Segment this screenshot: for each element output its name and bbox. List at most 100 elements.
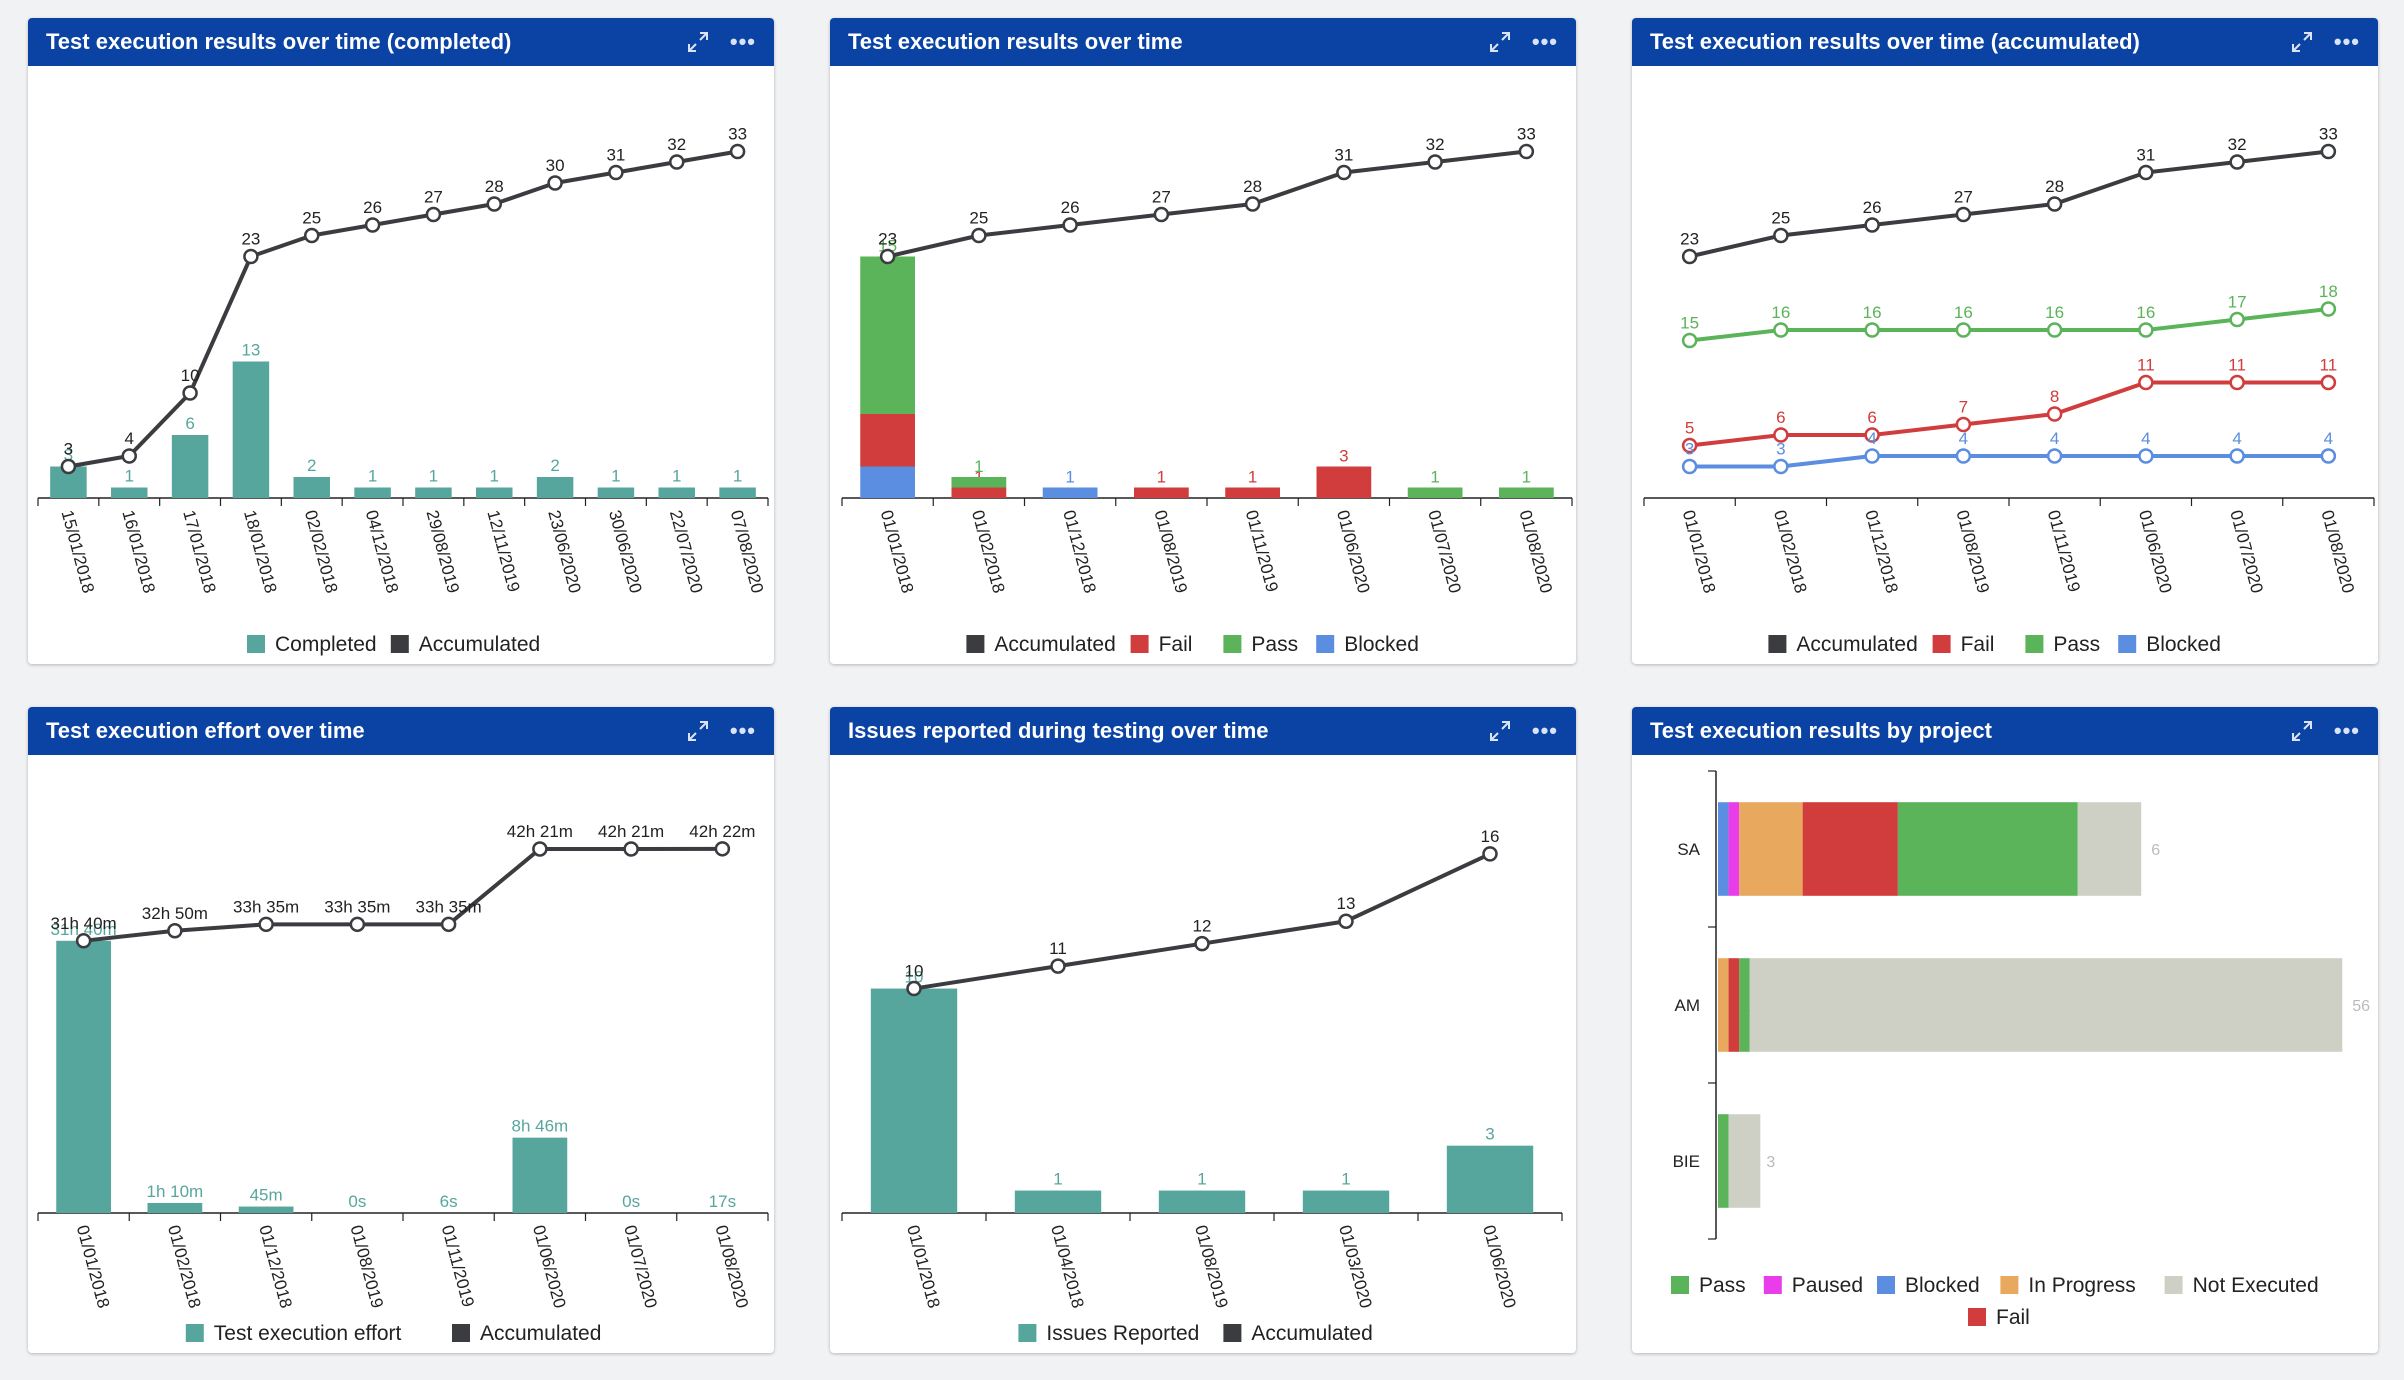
legend-entry: Accumulated bbox=[419, 633, 540, 656]
x-tick-label: 01/01/2018 bbox=[73, 1223, 113, 1310]
accumulated-label: 27 bbox=[1954, 188, 1973, 207]
legend-entry: In Progress bbox=[2028, 1274, 2135, 1297]
x-tick-label: 01/12/2018 bbox=[255, 1223, 295, 1310]
more-menu-icon[interactable]: ••• bbox=[2333, 29, 2360, 54]
x-tick-label: 01/06/2020 bbox=[1333, 508, 1373, 595]
legend-swatch bbox=[1932, 635, 1951, 653]
bar bbox=[870, 988, 958, 1213]
blocked-bar bbox=[1042, 487, 1098, 498]
fail-label: 3 bbox=[1339, 447, 1348, 466]
more-menu-icon[interactable]: ••• bbox=[2333, 718, 2360, 743]
paused-segment bbox=[1728, 802, 1740, 896]
legend-swatch bbox=[1223, 635, 1242, 653]
panel-title: Test execution results over time (comple… bbox=[46, 29, 512, 54]
segment-label: 3 bbox=[1766, 1154, 1775, 1171]
accumulated-label: 33h 35m bbox=[324, 897, 390, 916]
pass-label: 1 bbox=[1430, 468, 1439, 487]
legend-entry: Accumulated bbox=[1251, 1322, 1372, 1345]
fail-label: 11 bbox=[2137, 356, 2155, 375]
expand-icon[interactable] bbox=[686, 719, 710, 743]
x-tick-label: 01/11/2019 bbox=[1242, 508, 1282, 594]
accumulated-point bbox=[729, 143, 746, 160]
legend-swatch bbox=[1763, 1276, 1782, 1294]
expand-icon[interactable] bbox=[1488, 30, 1512, 54]
fail-label: 6 bbox=[1776, 408, 1785, 427]
bar-label: 3 bbox=[1485, 1125, 1494, 1144]
pass-segment bbox=[1897, 802, 2078, 896]
legend-swatch bbox=[1223, 1324, 1242, 1342]
accumulated-point bbox=[879, 248, 896, 265]
expand-icon[interactable] bbox=[1488, 719, 1512, 743]
x-tick-label: 01/11/2019 bbox=[2044, 508, 2084, 594]
accumulated-point bbox=[2046, 196, 2063, 212]
pass-point bbox=[2138, 322, 2154, 338]
accumulated-label: 32h 50m bbox=[142, 904, 208, 923]
bar bbox=[1302, 1190, 1390, 1213]
accumulated-label: 3 bbox=[64, 440, 73, 459]
bar bbox=[1014, 1190, 1102, 1213]
bar bbox=[354, 487, 391, 498]
expand-icon[interactable] bbox=[686, 30, 710, 54]
pass-line bbox=[1689, 307, 2329, 343]
accumulated-label: 23 bbox=[878, 230, 897, 249]
bar-label: 13 bbox=[241, 341, 260, 360]
bar bbox=[1158, 1190, 1246, 1213]
blocked-label: 3 bbox=[1776, 440, 1785, 459]
panel-title: Test execution results over time bbox=[848, 29, 1183, 54]
expand-icon[interactable] bbox=[2290, 719, 2314, 743]
accumulated-label: 32 bbox=[667, 135, 686, 154]
accumulated-label: 31 bbox=[1334, 146, 1353, 165]
x-tick-label: 01/08/2019 bbox=[1151, 508, 1191, 595]
blocked-label: 4 bbox=[2050, 429, 2059, 448]
legend-entry: Paused bbox=[1792, 1274, 1863, 1297]
bar bbox=[1446, 1145, 1534, 1213]
legend-swatch bbox=[1130, 635, 1149, 653]
bar bbox=[512, 1137, 568, 1213]
legend-entry: Pass bbox=[1251, 633, 1298, 656]
bar-label: 10 bbox=[905, 968, 924, 987]
legend-swatch bbox=[1968, 1308, 1986, 1326]
accumulated-label: 33h 35m bbox=[416, 897, 482, 916]
bar bbox=[415, 487, 452, 498]
accumulated-point bbox=[1864, 217, 1880, 233]
bar-label: 1 bbox=[733, 467, 742, 486]
pass-segment bbox=[1718, 1114, 1729, 1208]
accumulated-label: 27 bbox=[1152, 188, 1171, 207]
accumulated-point bbox=[669, 154, 685, 170]
expand-icon[interactable] bbox=[2290, 30, 2314, 54]
legend-swatch bbox=[1316, 635, 1335, 653]
more-menu-icon[interactable]: ••• bbox=[1531, 718, 1558, 743]
x-tick-label: 01/08/2020 bbox=[712, 1223, 752, 1310]
accumulated-point bbox=[547, 175, 563, 191]
bar-label: 1 bbox=[611, 467, 620, 486]
fail-label: 11 bbox=[2228, 356, 2246, 375]
y-tick-label: BIE bbox=[1673, 1152, 1700, 1171]
accumulated-point bbox=[75, 933, 92, 949]
pass-label: 16 bbox=[2136, 303, 2155, 322]
fail-point bbox=[1955, 416, 1972, 433]
x-tick-label: 01/12/2018 bbox=[1861, 508, 1901, 595]
accumulated-label: 26 bbox=[1863, 198, 1882, 217]
x-tick-label: 01/11/2019 bbox=[438, 1223, 478, 1309]
accumulated-point bbox=[2138, 164, 2154, 181]
x-tick-label: 01/08/2020 bbox=[1516, 508, 1556, 595]
more-menu-icon[interactable]: ••• bbox=[729, 29, 756, 54]
legend-swatch bbox=[2000, 1276, 2019, 1294]
fail-point bbox=[2046, 406, 2063, 422]
more-menu-icon[interactable]: ••• bbox=[1531, 29, 1558, 54]
x-tick-label: 01/06/2020 bbox=[1479, 1223, 1519, 1310]
accumulated-label: 28 bbox=[2045, 177, 2064, 196]
bar bbox=[232, 361, 270, 498]
pass-point bbox=[2046, 322, 2063, 338]
x-tick-label: 04/12/2018 bbox=[362, 508, 402, 595]
bar-label: 1 bbox=[490, 467, 499, 486]
accumulated-line bbox=[83, 846, 723, 943]
blocked-point bbox=[2046, 448, 2063, 464]
pass-label: 1 bbox=[1522, 468, 1531, 487]
panel-header: Test execution effort over time ••• bbox=[28, 707, 774, 755]
panel-header: Test execution results over time (accumu… bbox=[1632, 18, 2378, 66]
not-executed-segment bbox=[1728, 1114, 1761, 1208]
pass-label: 16 bbox=[1863, 303, 1882, 322]
more-menu-icon[interactable]: ••• bbox=[729, 718, 756, 743]
fail-bar bbox=[951, 487, 1007, 498]
